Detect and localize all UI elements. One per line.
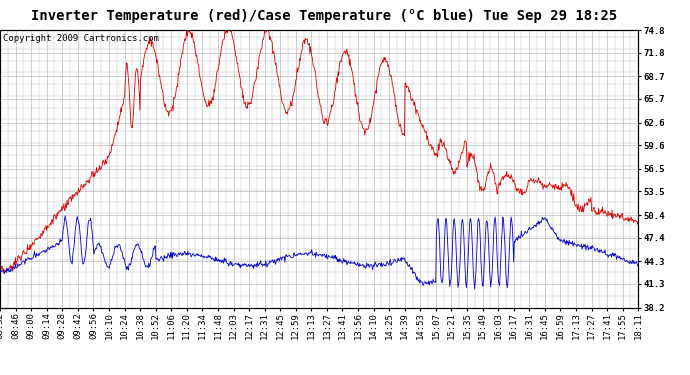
Text: Inverter Temperature (red)/Case Temperature (°C blue) Tue Sep 29 18:25: Inverter Temperature (red)/Case Temperat… bbox=[31, 9, 618, 23]
Text: Copyright 2009 Cartronics.com: Copyright 2009 Cartronics.com bbox=[3, 34, 159, 43]
